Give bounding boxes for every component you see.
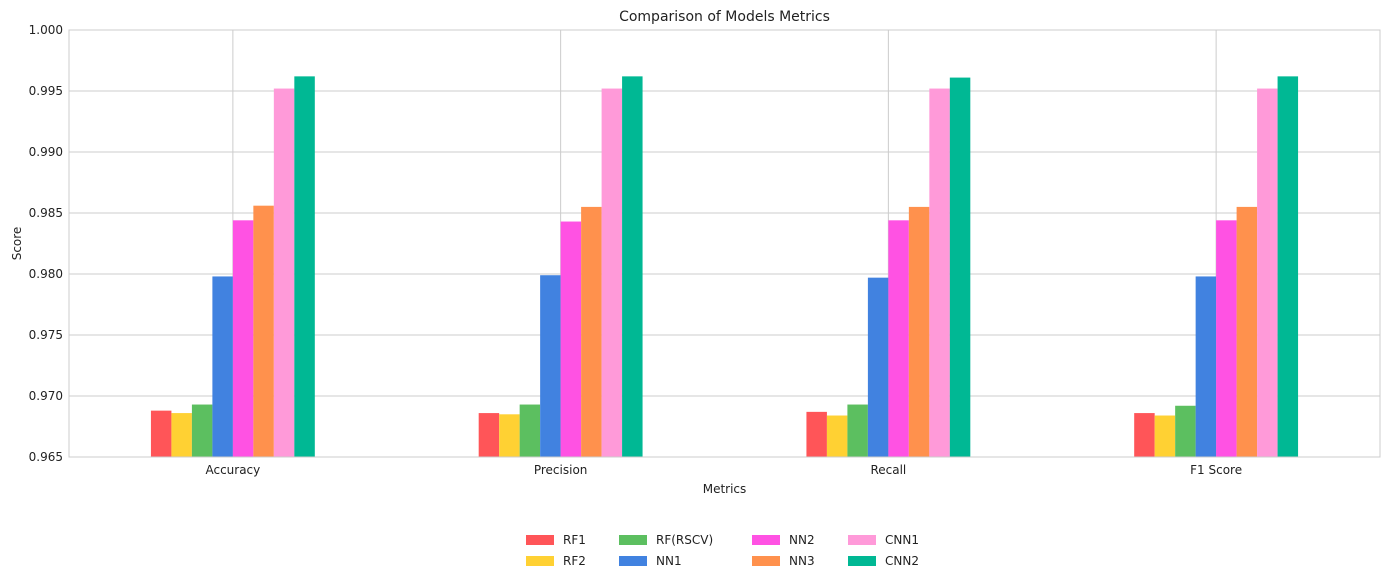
y-tick-label: 0.985 xyxy=(29,206,63,220)
legend-swatch xyxy=(526,556,554,566)
chart-title: Comparison of Models Metrics xyxy=(619,9,830,25)
legend-swatch xyxy=(848,535,876,545)
bar-cnn1-precision xyxy=(601,88,623,457)
bar-nn2-accuracy xyxy=(232,220,254,457)
bar-cnn2-precision xyxy=(622,76,643,458)
y-axis-label: Score xyxy=(10,227,24,261)
legend-swatch xyxy=(848,556,876,566)
bar-nn1-accuracy xyxy=(212,276,233,457)
bar-rf1-f1-score xyxy=(1134,413,1155,457)
bar-rf-rscv--recall xyxy=(847,404,868,457)
legend-swatch xyxy=(752,556,780,566)
x-tick-label: F1 Score xyxy=(1190,463,1242,477)
bar-rf2-recall xyxy=(826,415,848,457)
legend-swatch xyxy=(752,535,780,545)
bar-cnn1-f1-score xyxy=(1257,88,1278,457)
legend-swatch xyxy=(526,535,554,545)
bar-nn3-recall xyxy=(908,206,930,457)
y-tick-label: 0.980 xyxy=(29,267,63,281)
bar-rf-rscv--f1-score xyxy=(1175,405,1196,457)
legend-label: RF2 xyxy=(563,554,586,568)
bar-rf2-f1-score xyxy=(1154,415,1176,457)
bar-cnn2-accuracy xyxy=(294,76,315,458)
x-tick-label: Accuracy xyxy=(205,463,260,477)
legend-label: NN2 xyxy=(789,533,815,547)
plot-frame xyxy=(68,29,1381,458)
bar-nn1-precision xyxy=(540,275,561,457)
bar-nn1-recall xyxy=(867,277,889,457)
bar-rf1-accuracy xyxy=(150,410,172,457)
legend-item: NN2 xyxy=(752,533,815,547)
legend-item: RF2 xyxy=(526,554,586,568)
bars-layer xyxy=(150,76,1299,458)
bar-cnn2-f1-score xyxy=(1277,76,1299,458)
x-tick-label: Precision xyxy=(534,463,588,477)
legend-item: CNN2 xyxy=(848,554,919,568)
x-axis-ticks: Accuracy Precision Recall F1 Score xyxy=(205,463,1242,477)
y-tick-label: 0.965 xyxy=(29,450,63,464)
legend-swatch xyxy=(619,556,647,566)
bar-rf1-recall xyxy=(806,411,827,457)
legend-item: RF(RSCV) xyxy=(619,533,713,547)
legend-item: RF1 xyxy=(526,533,586,547)
y-tick-label: 0.995 xyxy=(29,84,63,98)
bar-cnn1-recall xyxy=(929,88,950,457)
legend-label: RF1 xyxy=(563,533,586,547)
x-tick-label: Recall xyxy=(870,463,906,477)
legend-item: NN1 xyxy=(619,554,682,568)
x-axis-label: Metrics xyxy=(703,482,747,496)
bar-cnn2-recall xyxy=(949,77,971,457)
bar-nn2-precision xyxy=(560,221,582,457)
y-tick-label: 0.970 xyxy=(29,389,63,403)
legend-label: NN1 xyxy=(656,554,682,568)
bar-nn3-accuracy xyxy=(253,205,274,457)
legend-label: CNN1 xyxy=(885,533,919,547)
bar-rf2-accuracy xyxy=(171,413,192,457)
bar-nn2-f1-score xyxy=(1216,220,1237,457)
y-tick-label: 0.975 xyxy=(29,328,63,342)
bar-rf-rscv--precision xyxy=(519,404,541,457)
bar-rf1-precision xyxy=(478,413,500,457)
bar-rf-rscv--accuracy xyxy=(191,404,213,457)
bar-nn3-f1-score xyxy=(1236,206,1258,457)
y-tick-label: 1.000 xyxy=(29,23,63,37)
bar-nn3-precision xyxy=(581,206,602,457)
bar-rf2-precision xyxy=(499,414,520,457)
legend: RF1 RF2 RF(RSCV) NN1 NN2 NN3 CNN1 CNN2 xyxy=(526,533,919,568)
bar-nn2-recall xyxy=(888,220,909,457)
y-tick-label: 0.990 xyxy=(29,145,63,159)
legend-label: RF(RSCV) xyxy=(656,533,713,547)
legend-label: CNN2 xyxy=(885,554,919,568)
legend-item: CNN1 xyxy=(848,533,919,547)
legend-label: NN3 xyxy=(789,554,815,568)
bar-cnn1-accuracy xyxy=(273,88,295,457)
legend-swatch xyxy=(619,535,647,545)
y-axis-ticks: 0.965 0.970 0.975 0.980 0.985 0.990 0.995 1.000 xyxy=(29,23,63,464)
bar-nn1-f1-score xyxy=(1195,276,1217,457)
legend-item: NN3 xyxy=(752,554,815,568)
